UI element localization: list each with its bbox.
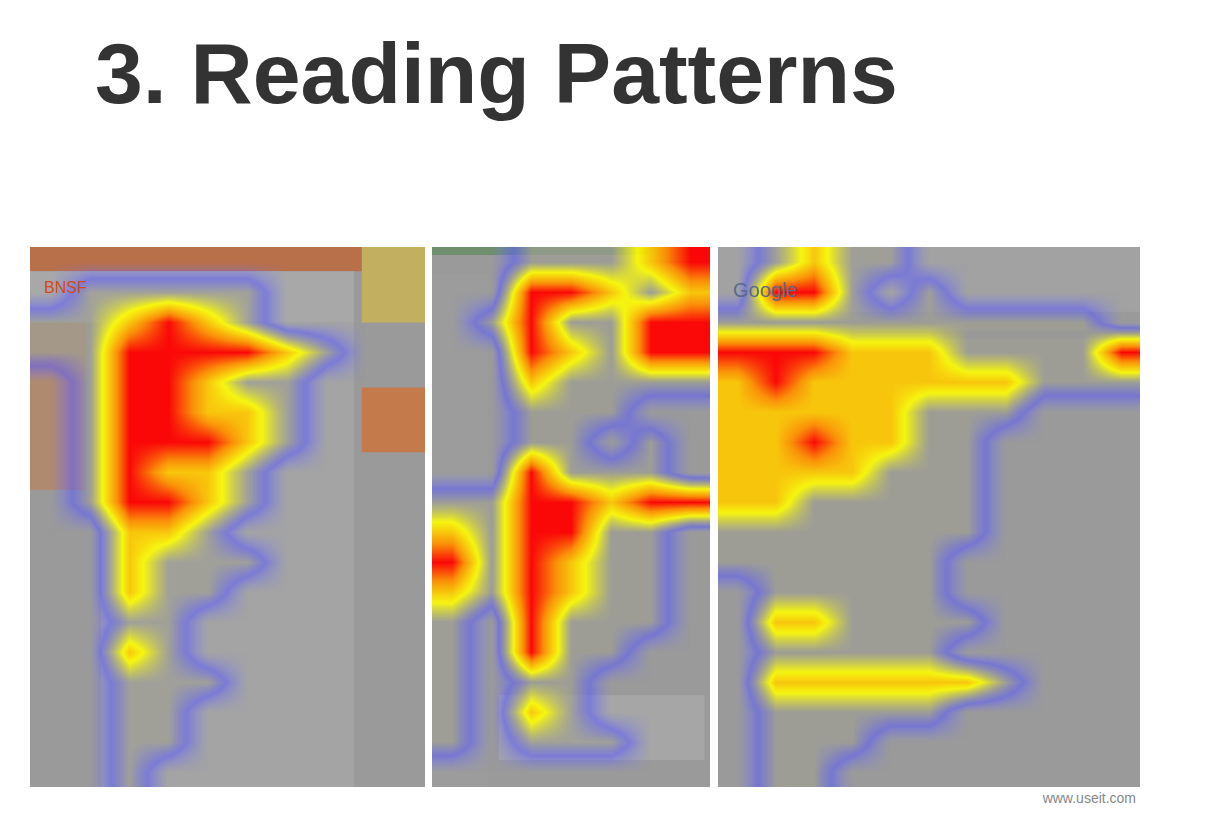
html-text:www.useit.com: www.useit.com xyxy=(1042,790,1136,806)
html-text:3. Reading Patterns: 3. Reading Patterns xyxy=(95,25,898,121)
svg-text:BNSF: BNSF xyxy=(44,279,87,296)
svg-text:Google: Google xyxy=(733,279,798,301)
